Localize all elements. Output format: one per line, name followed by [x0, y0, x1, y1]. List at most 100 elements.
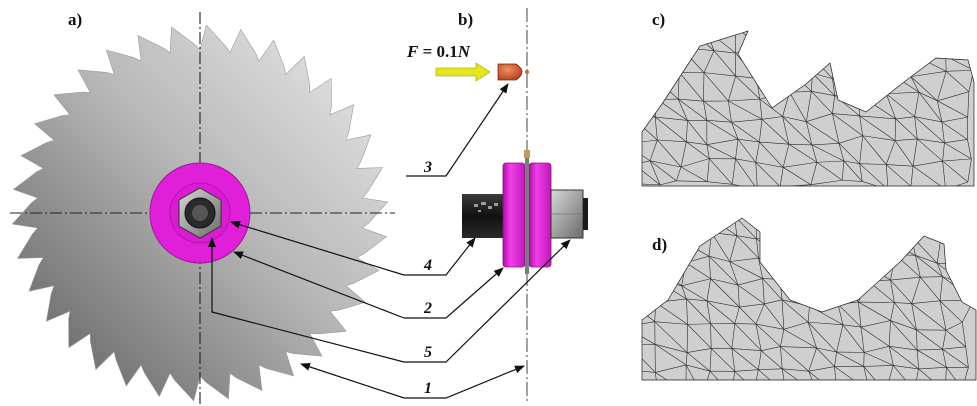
- mesh-edge: [686, 141, 710, 159]
- mesh-edge: [807, 322, 817, 349]
- mesh-edge: [809, 281, 813, 307]
- mesh-edge: [912, 31, 942, 34]
- mesh-edge: [642, 326, 656, 345]
- mesh-edge: [734, 323, 762, 351]
- mesh-edge: [910, 166, 914, 186]
- mesh-edge: [706, 158, 710, 182]
- mesh-edge: [812, 277, 837, 282]
- mesh-edge: [707, 181, 733, 185]
- mesh-edge: [710, 278, 740, 308]
- mesh-edge: [787, 261, 813, 282]
- mesh-edge: [655, 78, 658, 100]
- mesh-edge: [862, 254, 896, 264]
- mesh-edge: [754, 390, 786, 394]
- mesh-edge: [706, 144, 710, 159]
- mesh-edge: [756, 212, 781, 215]
- mesh-edge: [817, 257, 842, 262]
- mesh-edge: [895, 116, 915, 120]
- mesh-edge: [885, 73, 891, 94]
- mesh-edge: [739, 306, 757, 325]
- mesh-edge: [687, 218, 712, 233]
- mesh-edge: [782, 368, 809, 372]
- mesh-edge: [961, 322, 966, 347]
- mesh-edge: [651, 277, 656, 303]
- mesh-edge: [939, 218, 942, 237]
- callouts: 3 4 2 5 1: [208, 83, 571, 399]
- mesh-edge: [858, 302, 862, 328]
- mesh-edge: [650, 261, 686, 263]
- mesh-edge: [642, 321, 655, 328]
- mesh-edge: [729, 261, 763, 279]
- mesh-edge: [939, 300, 963, 323]
- mesh-edge: [860, 326, 890, 347]
- mesh-edge: [862, 236, 869, 264]
- mesh-edge: [834, 366, 838, 380]
- mesh-edge: [642, 97, 656, 118]
- mesh-edge: [937, 91, 969, 102]
- mesh-edge: [893, 365, 919, 370]
- mesh-edge: [888, 186, 911, 189]
- mesh-edge: [965, 218, 973, 237]
- mesh-edge: [642, 262, 652, 278]
- force-contact-point: [525, 70, 529, 74]
- mesh-edge: [731, 121, 760, 143]
- mesh-edge: [687, 324, 712, 349]
- mesh-edge: [944, 367, 947, 380]
- mesh-edge: [625, 302, 629, 327]
- mesh-edge: [937, 100, 943, 123]
- mesh-edge: [810, 50, 837, 56]
- mesh-edge: [916, 329, 918, 351]
- mesh-edge: [731, 371, 736, 380]
- mesh-edge: [862, 73, 891, 78]
- mesh-edge: [832, 218, 869, 237]
- mesh-edge: [811, 91, 835, 96]
- panel-b: F = 0.1N b): [406, 8, 588, 404]
- panel-d: d): [625, 210, 977, 395]
- mesh-edge: [789, 72, 792, 93]
- mesh-edge: [759, 141, 784, 168]
- mesh-edge: [842, 324, 862, 328]
- mesh-edge: [883, 218, 891, 240]
- mesh-edge: [687, 120, 708, 145]
- mesh-edge: [711, 232, 730, 262]
- mesh-edge: [789, 92, 807, 122]
- mesh-edge: [916, 329, 943, 350]
- mesh-edge: [884, 33, 913, 55]
- mesh-edge: [642, 143, 651, 162]
- mesh-edge: [914, 368, 919, 380]
- mesh-edge: [642, 301, 655, 322]
- mesh-edge: [756, 77, 790, 93]
- mesh-edge: [967, 91, 970, 118]
- mesh-edge: [779, 167, 784, 186]
- mesh-edge: [862, 262, 891, 281]
- mesh-edge: [659, 211, 688, 214]
- mesh-edge: [649, 160, 682, 168]
- mesh-edge: [786, 394, 818, 395]
- mesh-edge: [703, 101, 708, 121]
- flange-side-right: [528, 162, 552, 268]
- mesh-edge: [628, 210, 631, 242]
- mesh-edge: [837, 304, 862, 328]
- mesh-edge: [758, 258, 763, 279]
- mesh-edge: [832, 113, 840, 144]
- force-label: F = 0.1N: [406, 42, 471, 61]
- mesh-edge: [702, 394, 731, 395]
- mesh-edge: [945, 71, 970, 92]
- mesh-edge: [680, 31, 688, 48]
- mesh-edge: [649, 139, 658, 161]
- mesh-edge: [912, 138, 918, 167]
- mesh-edge: [756, 238, 759, 259]
- mesh-edge: [910, 235, 942, 237]
- mesh-edge: [890, 302, 895, 321]
- mesh-edge: [914, 92, 920, 117]
- mesh-edge: [942, 348, 969, 368]
- mesh-edge: [885, 93, 915, 117]
- mesh-edge: [781, 299, 785, 330]
- mesh-edge: [832, 113, 863, 136]
- mesh-edge: [780, 346, 817, 349]
- mesh-edge: [834, 94, 859, 96]
- mesh-edge: [676, 180, 708, 183]
- panel-label-a: a): [68, 10, 82, 29]
- callout-3: 3: [423, 159, 432, 176]
